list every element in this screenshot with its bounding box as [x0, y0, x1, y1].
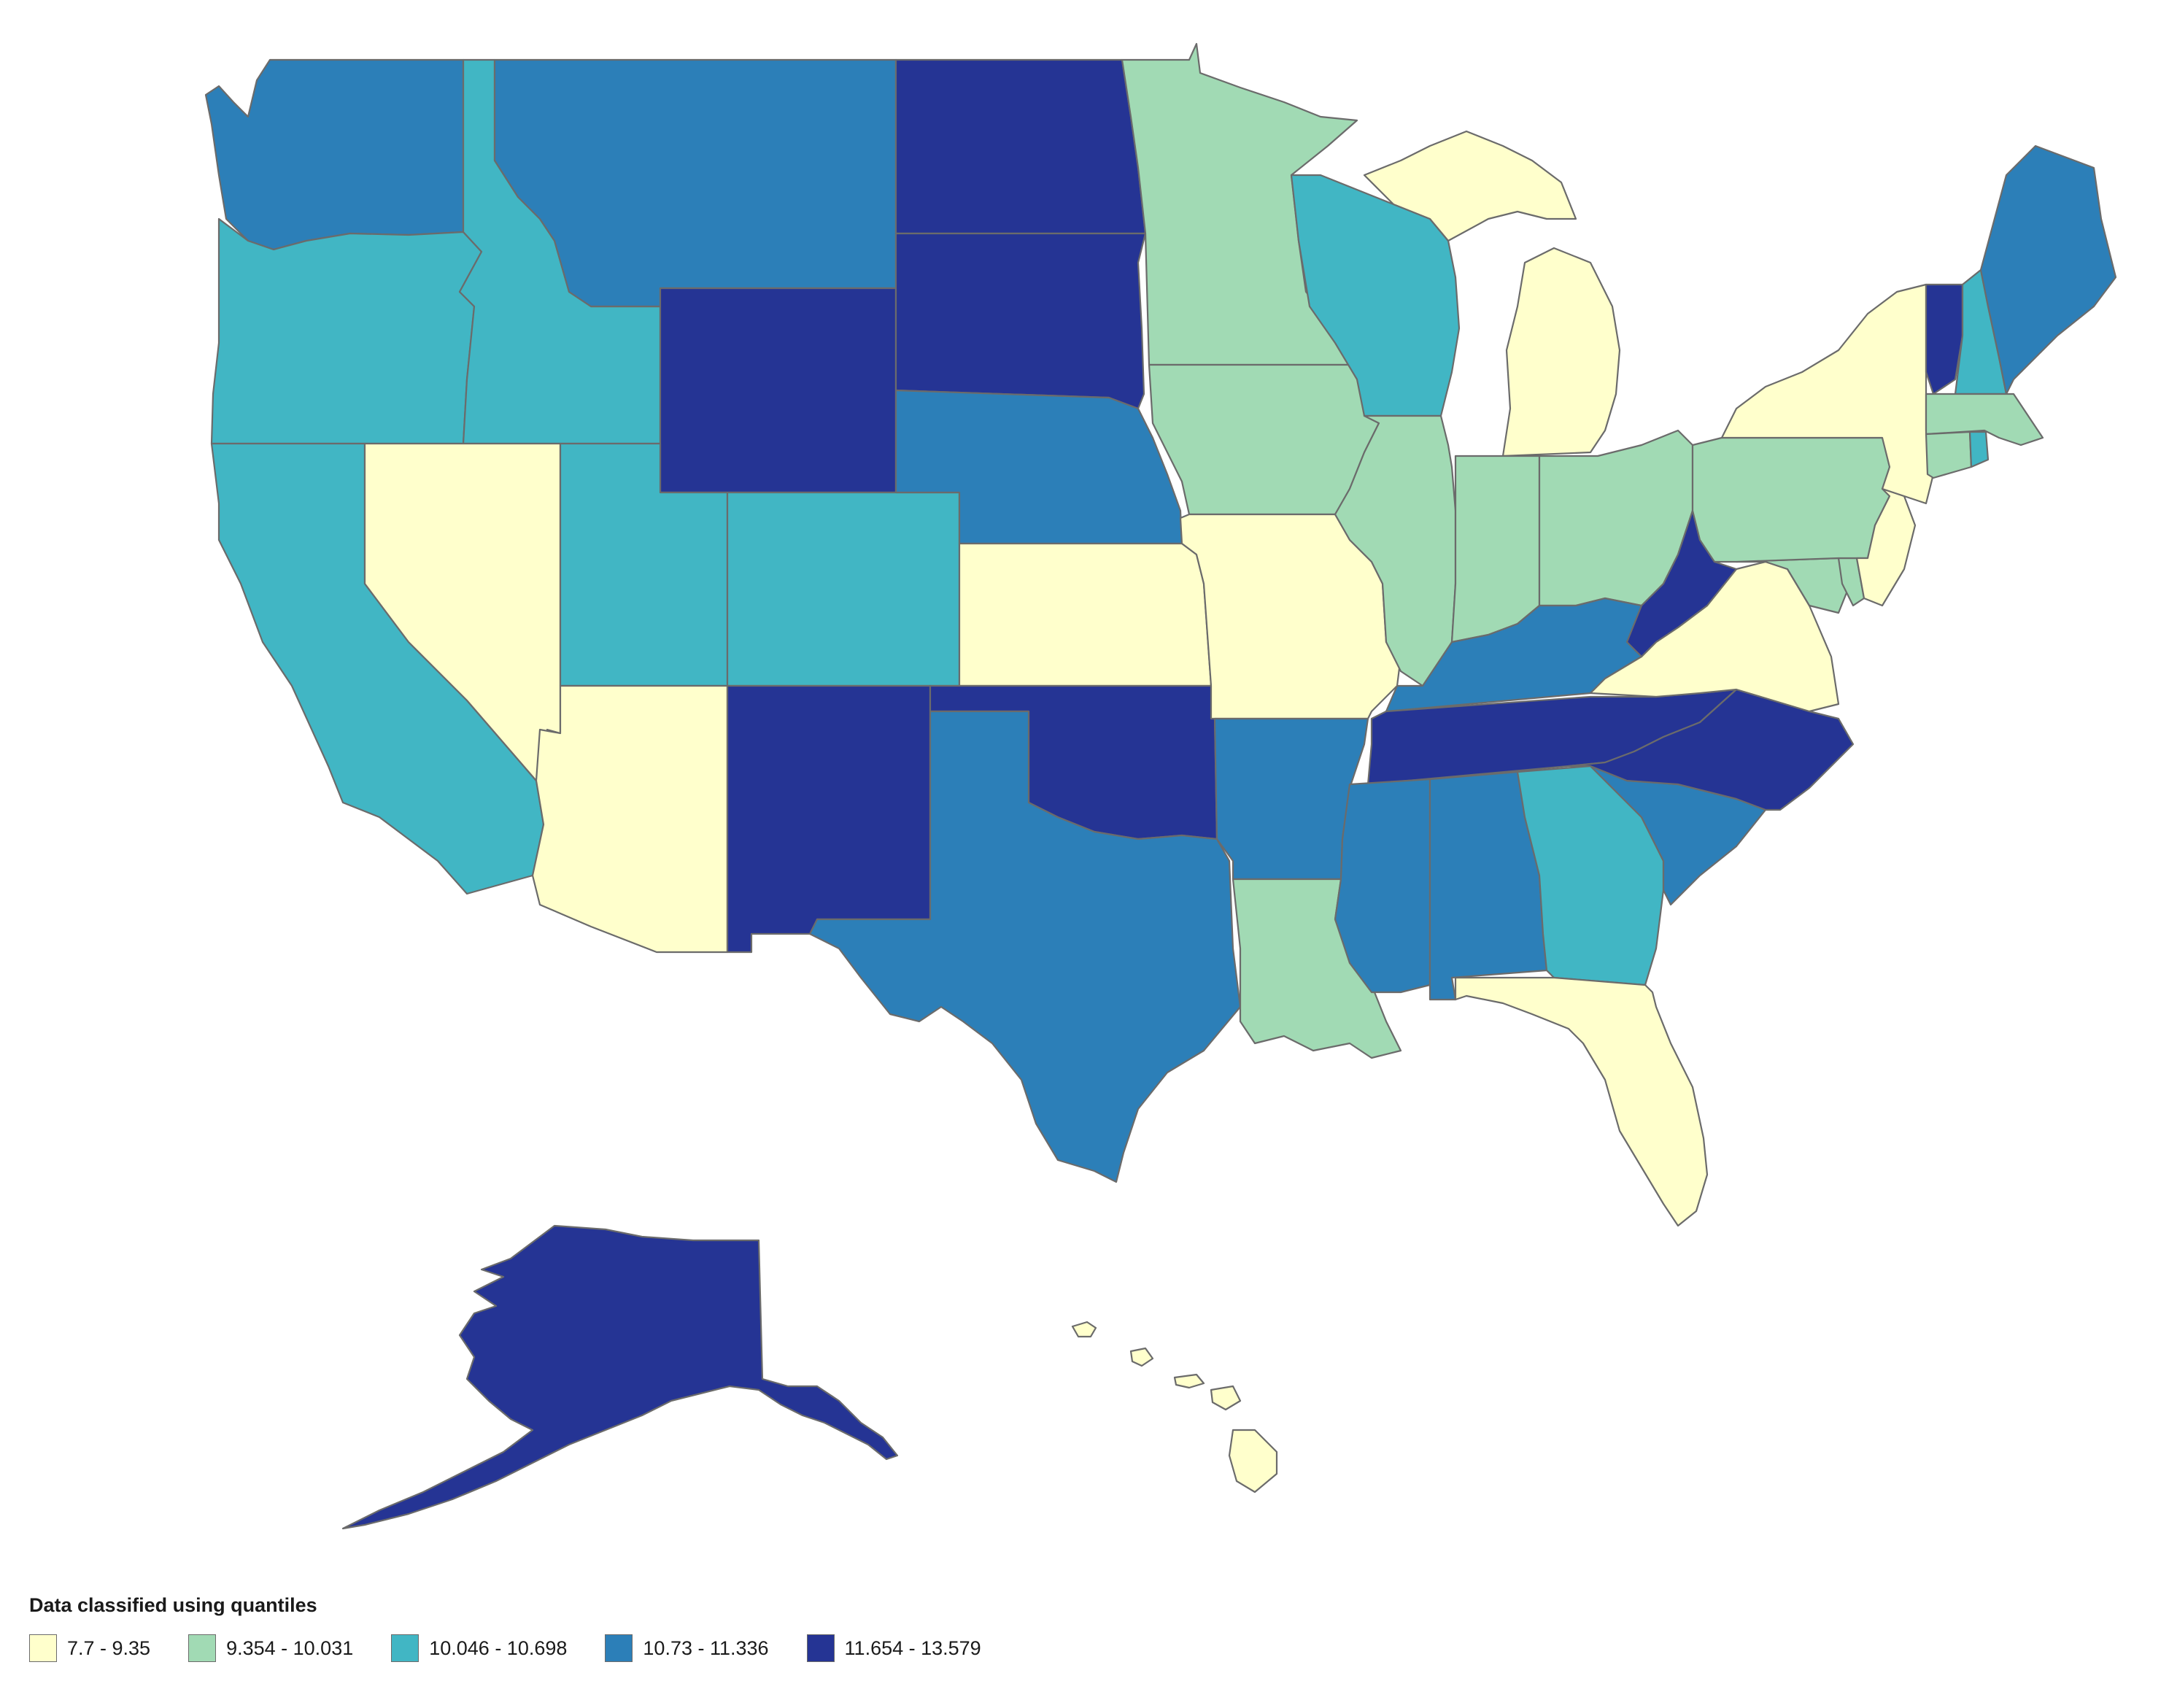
legend-item-class-1: 7.7 - 9.35	[29, 1634, 150, 1662]
legend-title: Data classified using quantiles	[29, 1594, 317, 1616]
state-new-jersey[interactable]	[1855, 487, 1917, 607]
legend-swatch	[29, 1634, 57, 1662]
state-florida[interactable]	[1454, 976, 1709, 1227]
state-north-dakota[interactable]	[894, 58, 1147, 235]
legend-items: 7.7 - 9.35 9.354 - 10.031 10.046 - 10.69…	[29, 1634, 1019, 1662]
legend-swatch	[605, 1634, 633, 1662]
state-kansas[interactable]	[958, 542, 1213, 687]
state-west-virginia[interactable]	[1625, 509, 1738, 658]
state-maine[interactable]	[1979, 144, 2117, 395]
legend-item-class-2: 9.354 - 10.031	[188, 1634, 353, 1662]
state-connecticut[interactable]	[1925, 430, 1973, 479]
legend-item-class-4: 10.73 - 11.336	[605, 1634, 769, 1662]
state-nebraska[interactable]	[894, 389, 1183, 545]
legend-swatch	[188, 1634, 217, 1662]
state-indiana[interactable]	[1450, 455, 1541, 644]
legend-label: 10.046 - 10.698	[429, 1636, 568, 1659]
state-south-dakota[interactable]	[894, 232, 1147, 410]
legend-label: 10.73 - 11.336	[643, 1636, 769, 1659]
state-pennsylvania[interactable]	[1691, 436, 1898, 563]
state-mississippi[interactable]	[1334, 778, 1431, 994]
state-michigan[interactable]	[1363, 130, 1621, 457]
state-iowa[interactable]	[1148, 363, 1380, 516]
state-washington[interactable]	[204, 58, 465, 251]
legend-swatch	[391, 1634, 420, 1662]
state-wisconsin[interactable]	[1290, 174, 1461, 417]
legend-item-class-3: 10.046 - 10.698	[391, 1634, 567, 1662]
state-new-mexico[interactable]	[726, 684, 932, 954]
state-texas[interactable]	[808, 710, 1242, 1183]
legend-label: 9.354 - 10.031	[226, 1636, 354, 1659]
state-arizona[interactable]	[531, 684, 729, 954]
state-alaska[interactable]	[341, 1224, 899, 1530]
state-illinois[interactable]	[1334, 414, 1457, 687]
state-hawaii[interactable]	[1071, 1321, 1278, 1493]
state-north-carolina[interactable]	[1567, 688, 1855, 811]
state-wyoming[interactable]	[659, 287, 897, 494]
state-oregon[interactable]	[210, 217, 483, 445]
state-colorado[interactable]	[726, 491, 961, 687]
state-rhode-island[interactable]	[1968, 430, 1990, 468]
legend-swatch	[806, 1634, 835, 1662]
legend-label: 11.654 - 13.579	[844, 1636, 981, 1659]
legend-item-class-5: 11.654 - 13.579	[806, 1634, 981, 1662]
legend-label: 7.7 - 9.35	[67, 1636, 151, 1659]
legend: Data classified using quantiles 7.7 - 9.…	[29, 1594, 1019, 1662]
